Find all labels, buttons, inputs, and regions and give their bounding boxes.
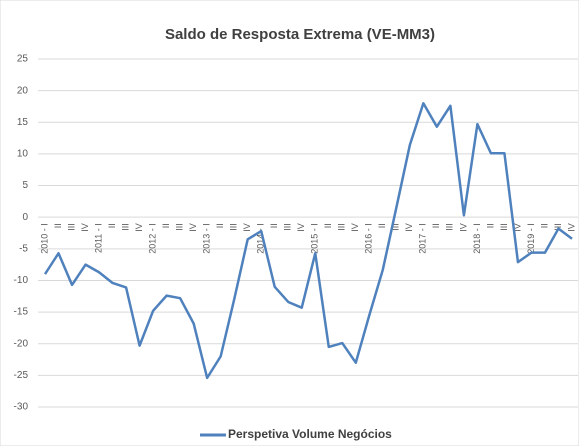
y-tick-label: -10 (14, 275, 29, 286)
x-tick-label: 2010 - I (39, 223, 49, 254)
y-tick-label: -25 (14, 370, 29, 381)
x-tick-label: 2016 - I (364, 223, 374, 254)
x-tick-label: 2017 - I (418, 223, 428, 254)
x-tick-label: III (66, 223, 76, 231)
y-tick-label: -30 (14, 402, 29, 413)
y-tick-label: -15 (14, 307, 29, 318)
x-tick-label: IV (404, 223, 414, 232)
x-tick-label: 2012 - I (147, 223, 157, 254)
x-tick-label: IV (350, 223, 360, 232)
y-tick-label: 0 (22, 212, 28, 223)
y-tick-label: 25 (17, 54, 29, 65)
x-tick-label: IV (296, 223, 306, 232)
x-tick-label: III (553, 223, 563, 231)
x-tick-label: II (539, 223, 549, 228)
x-tick-label: III (229, 223, 239, 231)
x-tick-label: 2013 - I (202, 223, 212, 254)
y-tick-label: 5 (22, 180, 28, 191)
x-tick-label: II (215, 223, 225, 228)
y-tick-label: 10 (17, 149, 29, 160)
x-tick-label: II (485, 223, 495, 228)
x-tick-label: II (323, 223, 333, 228)
y-tick-label: -20 (14, 338, 29, 349)
x-tick-label: III (499, 223, 509, 231)
x-tick-label: IV (242, 223, 252, 232)
x-tick-label: 2015 - I (310, 223, 320, 254)
y-tick-label: 20 (17, 85, 29, 96)
x-tick-label: III (445, 223, 455, 231)
x-tick-label: IV (134, 223, 144, 232)
x-tick-label: III (283, 223, 293, 231)
x-tick-label: III (337, 223, 347, 231)
x-tick-label: 2018 - I (472, 223, 482, 254)
x-tick-label: 2019 - I (526, 223, 536, 254)
x-tick-label: IV (188, 223, 198, 232)
x-tick-label: II (269, 223, 279, 228)
x-tick-label: 2011 - I (93, 223, 103, 253)
x-tick-label: III (175, 223, 185, 231)
y-tick-label: 15 (17, 117, 29, 128)
x-tick-label: IV (80, 223, 90, 232)
y-tick-label: -5 (19, 243, 28, 254)
x-tick-label: II (431, 223, 441, 228)
x-tick-label: IV (566, 223, 576, 232)
legend-label: Perspetiva Volume Negócios (228, 427, 392, 441)
x-tick-label: III (391, 223, 401, 231)
x-tick-label: IV (512, 223, 522, 232)
line (43, 102, 573, 380)
x-tick-label: IV (458, 223, 468, 232)
x-tick-label: 2014 - I (256, 223, 266, 254)
x-tick-label: II (377, 223, 387, 228)
chart-title: Saldo de Resposta Extrema (VE-MM3) (165, 26, 435, 43)
x-tick-label: II (107, 223, 117, 228)
x-tick-label: III (120, 223, 130, 231)
x-tick-label: II (53, 223, 63, 228)
x-tick-label: II (161, 223, 171, 228)
